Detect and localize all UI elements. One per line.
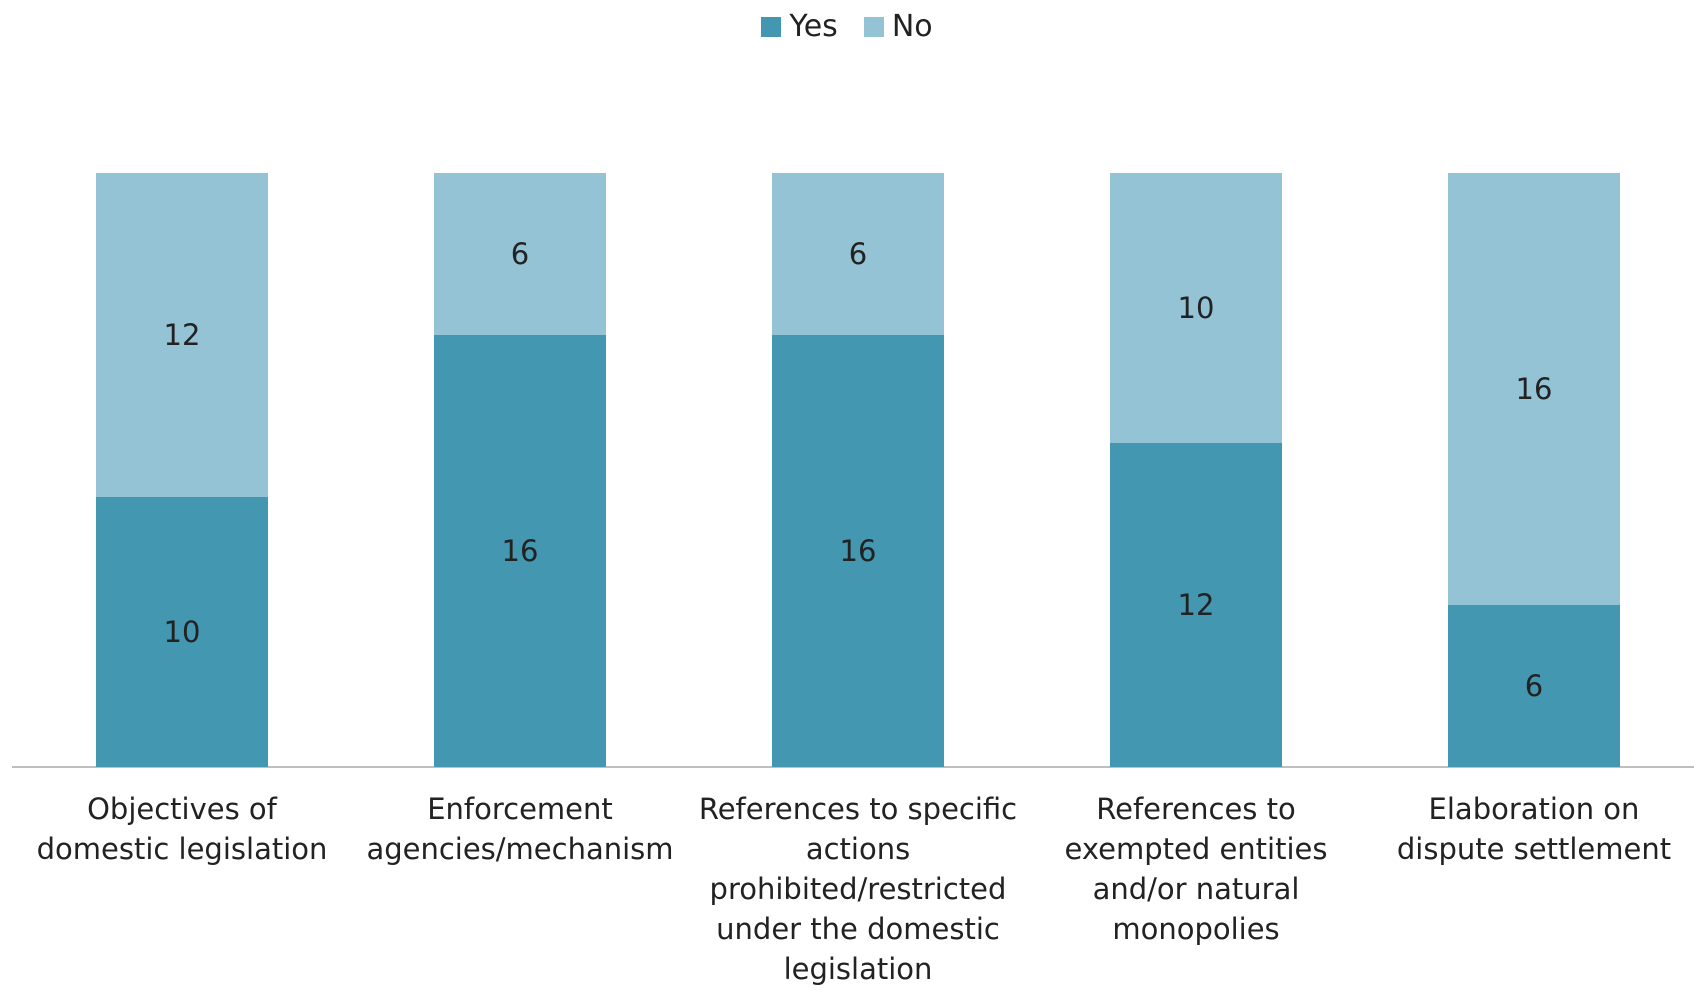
bar-no-0	[96, 173, 268, 497]
bar-yes-1	[434, 335, 606, 767]
data-label-no-4: 16	[1516, 372, 1553, 406]
bar-no-3	[1110, 173, 1282, 443]
bar-no-4	[1448, 173, 1620, 605]
data-label-yes-4: 6	[1525, 669, 1543, 703]
bar-no-2	[772, 173, 944, 335]
data-label-no-1: 6	[511, 237, 529, 271]
legend-item-yes: Yes	[761, 8, 838, 46]
legend-label-no: No	[891, 9, 933, 44]
bar-yes-3	[1110, 443, 1282, 767]
data-label-no-2: 6	[849, 237, 867, 271]
x-tick-label-0: Objectives of domestic legislation	[37, 792, 328, 866]
data-label-yes-3: 12	[1178, 588, 1215, 622]
x-tick-label-2: References to specific actions prohibited/…	[699, 792, 1017, 986]
x-tick-label-4: Elaboration on dispute settlement	[1397, 792, 1671, 866]
data-label-yes-2: 16	[840, 534, 877, 568]
legend-item-no: No	[863, 8, 933, 46]
legend-label-yes: Yes	[789, 9, 838, 44]
bar-yes-0	[96, 497, 268, 767]
data-label-no-0: 12	[164, 318, 201, 352]
bar-no-1	[434, 173, 606, 335]
data-label-no-3: 10	[1178, 291, 1215, 325]
bar-yes-4	[1448, 605, 1620, 767]
bar-yes-2	[772, 335, 944, 767]
legend-swatch-no	[863, 17, 884, 37]
data-label-yes-1: 16	[502, 534, 539, 568]
x-tick-label-1: Enforcement agencies/mechanism	[366, 792, 673, 866]
data-label-yes-0: 10	[164, 615, 201, 649]
legend-swatch-yes	[761, 17, 782, 37]
legend: Yes No	[0, 8, 1694, 46]
x-tick-label-3: References to exempted entities and/or nat…	[1065, 792, 1328, 946]
